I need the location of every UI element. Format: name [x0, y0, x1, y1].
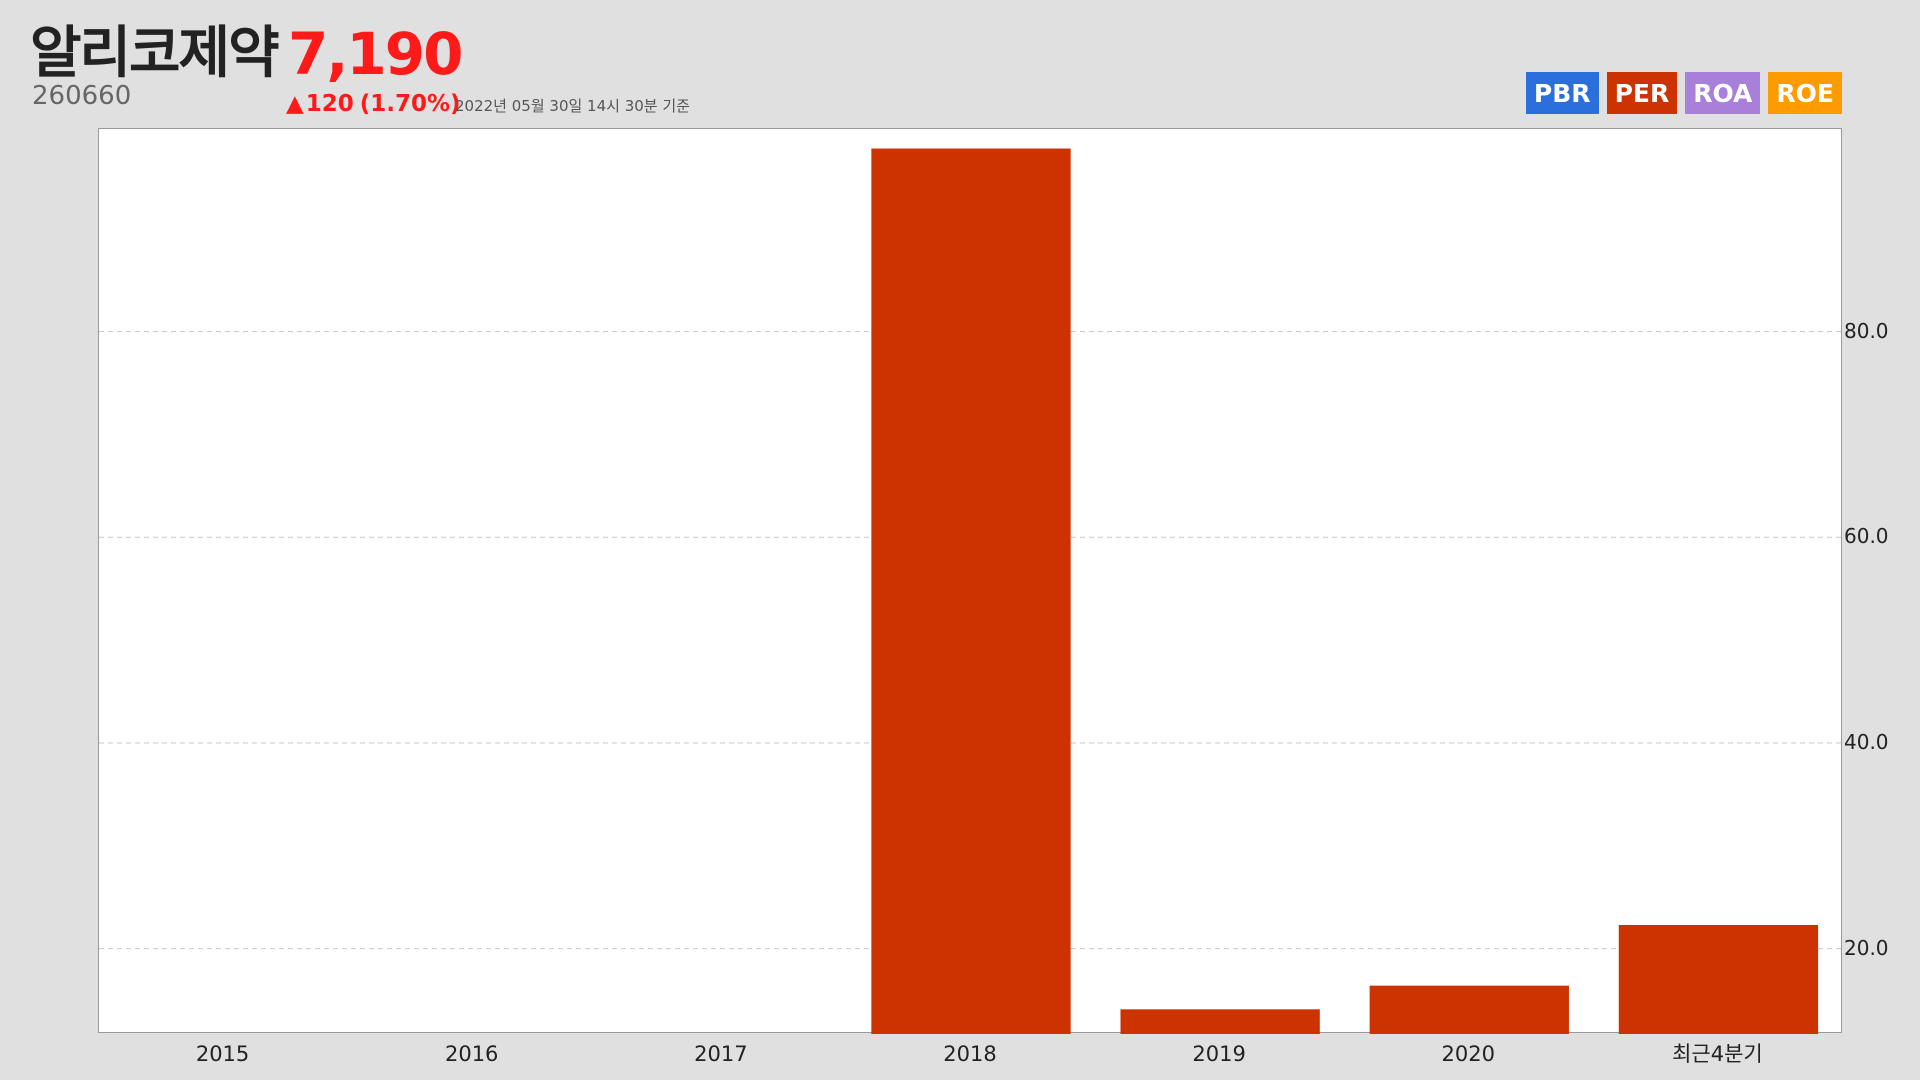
- x-tick-label: 최근4분기: [1672, 1042, 1763, 1066]
- company-name: 알리코제약: [30, 21, 280, 86]
- x-tick-label: 2018: [943, 1042, 997, 1066]
- bar-2018: [871, 148, 1071, 1034]
- ticker-code: 260660: [32, 81, 132, 111]
- x-tick-label: 2020: [1441, 1042, 1495, 1066]
- up-arrow-icon: ▲: [286, 91, 304, 117]
- tab-roa[interactable]: ROA: [1685, 72, 1761, 114]
- tab-roe[interactable]: ROE: [1768, 72, 1842, 114]
- change-amount: 120: [305, 91, 354, 117]
- chart-area: [98, 128, 1843, 1034]
- x-tick-label: 2019: [1192, 1042, 1246, 1066]
- header: 알리코제약 7,190 260660 ▲ 120 (1.70%) 2022년 0…: [0, 0, 1920, 128]
- y-tick-label: 40.0: [1844, 729, 1889, 754]
- stock-price: 7,190: [288, 20, 463, 88]
- tab-per[interactable]: PER: [1606, 72, 1678, 114]
- y-tick-label: 60.0: [1844, 524, 1889, 549]
- x-tick-label: 2016: [444, 1042, 499, 1066]
- metric-tabs: PBR PER ROA ROE: [1525, 72, 1842, 114]
- y-tick-label: 80.0: [1844, 318, 1889, 343]
- x-tick-label: 2017: [694, 1042, 748, 1066]
- x-tick-label: 2015: [195, 1042, 250, 1066]
- change-percent: (1.70%): [359, 91, 461, 117]
- timestamp: 2022년 05월 30일 14시 30분 기준: [455, 97, 690, 115]
- bar-2019: [1120, 1009, 1320, 1034]
- per-bar-chart: [99, 148, 1843, 1034]
- price-change: ▲ 120 (1.70%): [286, 90, 461, 118]
- y-tick-label: 20.0: [1844, 935, 1889, 960]
- bar-2020: [1369, 985, 1569, 1034]
- tab-pbr[interactable]: PBR: [1525, 72, 1599, 114]
- bar-최근4분기: [1618, 924, 1819, 1034]
